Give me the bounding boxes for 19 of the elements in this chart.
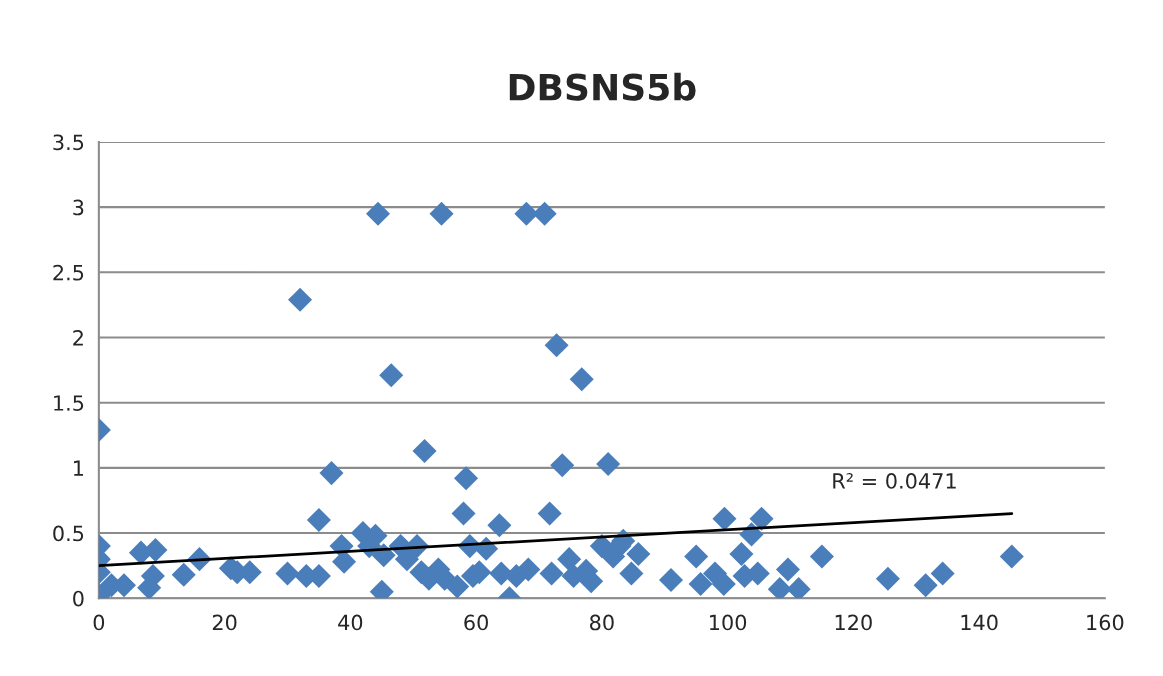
x-tick-label: 160 xyxy=(1087,614,1124,631)
x-tick-label: 100 xyxy=(710,614,747,631)
x-tick-label: 0 xyxy=(93,614,105,631)
y-tick-label: 3.5 xyxy=(53,134,84,151)
y-tick-label: 1 xyxy=(74,460,84,476)
chart-title: DBSNS5b xyxy=(509,72,696,101)
annotation: R² = 0.0471 xyxy=(833,473,956,489)
y-tick-label: 2 xyxy=(73,329,83,346)
y-tick-label: 2.5 xyxy=(53,264,84,281)
x-tick-label: 20 xyxy=(212,614,237,631)
y-tick-label: 3 xyxy=(73,199,84,216)
x-tick-label: 60 xyxy=(464,614,488,631)
x-tick-label: 120 xyxy=(835,614,872,631)
y-tick-label: 0.5 xyxy=(53,525,84,542)
y-tick-label: 1.5 xyxy=(54,395,84,411)
x-tick-label: 140 xyxy=(961,614,998,631)
y-tick-label: 0 xyxy=(73,590,84,607)
x-tick-label: 80 xyxy=(590,614,614,631)
x-tick-label: 40 xyxy=(338,614,363,631)
